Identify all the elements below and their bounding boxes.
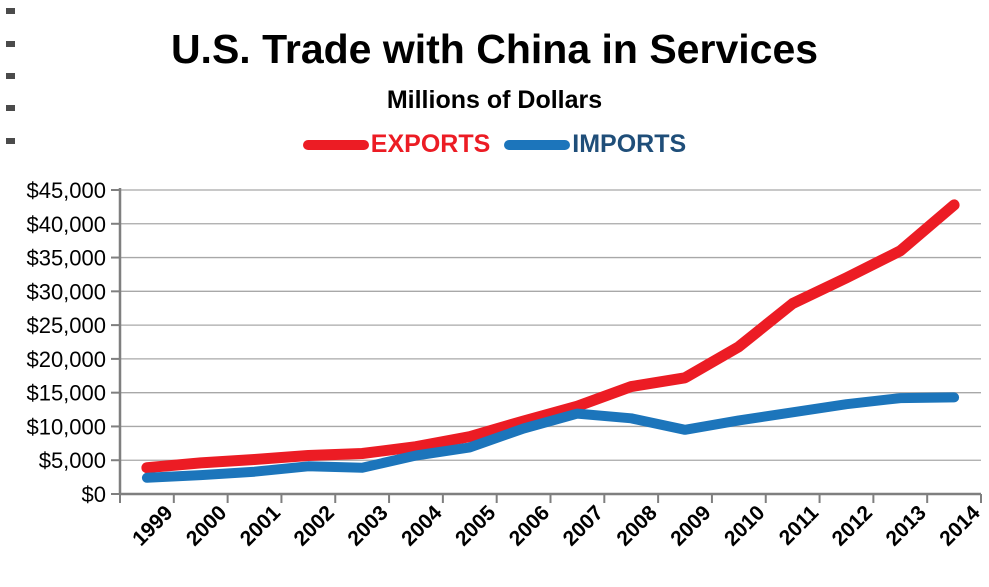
legend-label-exports: EXPORTS <box>370 130 491 158</box>
svg-text:$25,000: $25,000 <box>26 313 106 338</box>
legend-item-imports: IMPORTS <box>504 130 686 159</box>
scan-artifact <box>6 41 15 47</box>
svg-text:$35,000: $35,000 <box>26 246 106 271</box>
svg-text:$40,000: $40,000 <box>26 212 106 237</box>
scan-artifact <box>6 8 15 14</box>
svg-text:2002: 2002 <box>290 501 339 550</box>
svg-text:2006: 2006 <box>505 501 554 550</box>
chart-legend: EXPORTS IMPORTS <box>0 130 989 159</box>
scan-artifact <box>6 73 15 79</box>
svg-text:2008: 2008 <box>612 501 662 551</box>
svg-text:2010: 2010 <box>720 501 769 550</box>
imports-line-swatch-icon <box>504 139 571 150</box>
svg-text:$0: $0 <box>82 482 106 507</box>
svg-text:$30,000: $30,000 <box>26 279 106 304</box>
svg-text:2012: 2012 <box>828 501 877 550</box>
exports-line-swatch-icon <box>302 139 369 150</box>
svg-text:2001: 2001 <box>236 501 286 551</box>
svg-text:$20,000: $20,000 <box>26 347 106 372</box>
svg-text:2000: 2000 <box>182 501 231 550</box>
svg-text:1999: 1999 <box>128 501 177 550</box>
scan-artifact <box>6 105 15 111</box>
legend-item-exports: EXPORTS <box>302 130 491 159</box>
scan-artifact <box>6 138 15 144</box>
svg-text:2005: 2005 <box>451 501 501 551</box>
svg-text:$5,000: $5,000 <box>39 448 106 473</box>
svg-text:2003: 2003 <box>343 501 392 550</box>
svg-text:$10,000: $10,000 <box>26 414 106 439</box>
svg-text:2009: 2009 <box>666 501 715 550</box>
svg-text:2011: 2011 <box>775 501 824 550</box>
svg-text:2004: 2004 <box>397 501 447 551</box>
svg-text:$45,000: $45,000 <box>26 178 106 203</box>
chart-subtitle: Millions of Dollars <box>386 86 603 114</box>
svg-text:$15,000: $15,000 <box>26 381 106 406</box>
svg-text:2014: 2014 <box>935 501 985 551</box>
svg-text:2013: 2013 <box>882 501 931 550</box>
legend-label-imports: IMPORTS <box>572 130 687 158</box>
chart-title: U.S. Trade with China in Services <box>170 26 819 72</box>
svg-text:2007: 2007 <box>559 501 608 550</box>
